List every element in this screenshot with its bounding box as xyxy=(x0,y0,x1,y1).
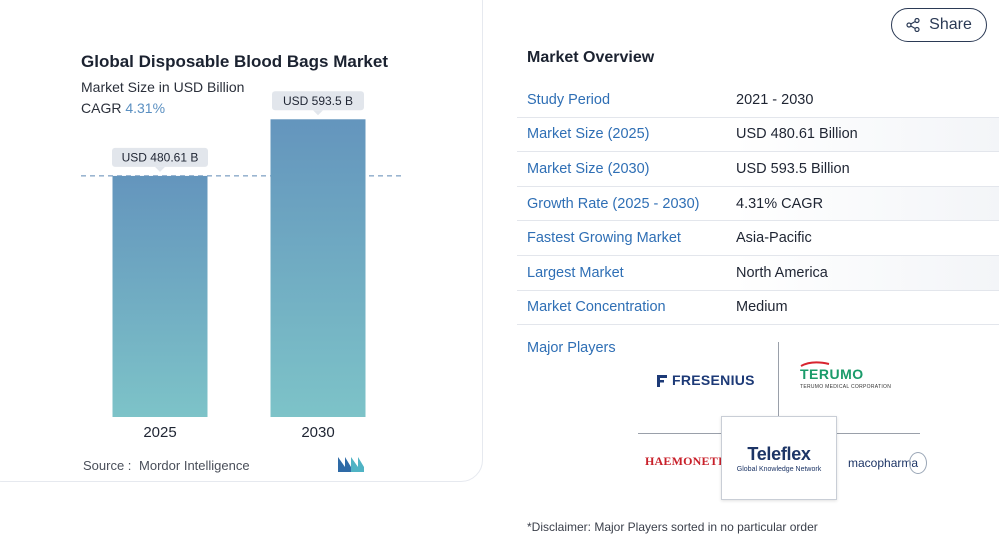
terumo-logo: TERUMO TERUMO MEDICAL CORPORATION xyxy=(800,361,892,390)
macopharma-name: macopharma xyxy=(848,456,919,470)
overview-row: Largest Market North America xyxy=(517,255,999,291)
overview-row-value: North America xyxy=(736,264,828,281)
share-label: Share xyxy=(929,16,972,33)
fresenius-name: FRESENIUS xyxy=(672,372,755,388)
overview-row-label: Market Size (2030) xyxy=(527,160,650,177)
data-label: USD 480.61 B xyxy=(122,150,199,164)
overview-row: Study Period 2021 - 2030 xyxy=(517,83,999,118)
overview-table: Study Period 2021 - 2030 Market Size (2025… xyxy=(517,83,999,326)
overview-row-value: USD 593.5 Billion xyxy=(736,160,850,177)
teleflex-logo: Teleflex Global Knowledge Network xyxy=(721,416,837,500)
terumo-name: TERUMO xyxy=(800,366,864,382)
chart-cagr: CAGR 4.31% xyxy=(81,100,165,116)
data-label-pointer xyxy=(155,166,165,172)
overview-row-label: Fastest Growing Market xyxy=(527,230,681,247)
source-line: Source : Mordor Intelligence xyxy=(83,458,250,473)
overview-row-label: Study Period xyxy=(527,91,611,108)
overview-row-value: USD 480.61 Billion xyxy=(736,126,858,143)
overview-row: Growth Rate (2025 - 2030) 4.31% CAGR xyxy=(517,186,999,222)
data-label-pointer xyxy=(313,110,323,116)
data-label-box xyxy=(272,91,364,111)
overview-row-label: Growth Rate (2025 - 2030) xyxy=(527,195,700,212)
overview-title: Market Overview xyxy=(527,49,655,66)
macopharma-logo: macopharma xyxy=(848,452,928,474)
terumo-swoosh-icon xyxy=(800,361,830,367)
mordor-logo-icon xyxy=(338,457,364,472)
bar xyxy=(112,175,208,417)
fresenius-logo: FRESENIUS xyxy=(657,372,755,388)
overview-row: Market Size (2030) USD 593.5 Billion xyxy=(517,152,999,187)
teleflex-name: Teleflex xyxy=(747,443,811,464)
overview-row-label: Market Concentration xyxy=(527,299,666,316)
source-name: Mordor Intelligence xyxy=(139,458,250,473)
major-players-label: Major Players xyxy=(527,340,616,356)
overview-row-value: 2021 - 2030 xyxy=(736,91,814,108)
chart-subtitle: Market Size in USD Billion xyxy=(81,79,245,95)
x-tick-label: 2030 xyxy=(301,424,334,441)
overview-row: Fastest Growing Market Asia-Pacific xyxy=(517,221,999,256)
grid-divider xyxy=(778,342,779,416)
macopharma-ring-icon xyxy=(909,452,928,474)
haemonetics-logo: HAEMONETICS' xyxy=(645,454,742,469)
x-tick-label: 2025 xyxy=(143,424,176,441)
cagr-value: 4.31% xyxy=(125,100,166,116)
share-button[interactable]: Share xyxy=(891,8,987,42)
chart-card xyxy=(0,0,483,482)
overview-row-value: 4.31% CAGR xyxy=(736,195,824,212)
bar-chart: USD 480.61 B 2025 USD 593.5 B 2030 xyxy=(81,91,401,441)
terumo-subtitle: TERUMO MEDICAL CORPORATION xyxy=(800,384,892,390)
data-label: USD 593.5 B xyxy=(283,94,353,108)
cagr-label: CAGR xyxy=(81,100,122,116)
share-icon xyxy=(906,18,920,32)
haemonetics-name: HAEMONETICS' xyxy=(645,454,743,468)
disclaimer: *Disclaimer: Major Players sorted in no … xyxy=(527,520,818,534)
overview-row: Market Concentration Medium xyxy=(517,291,999,326)
overview-row-value: Medium xyxy=(736,299,788,316)
fresenius-mark-icon xyxy=(657,374,667,387)
overview-row-label: Market Size (2025) xyxy=(527,126,650,143)
overview-row-value: Asia-Pacific xyxy=(736,230,812,247)
bar xyxy=(270,119,366,418)
overview-row: Market Size (2025) USD 480.61 Billion xyxy=(517,117,999,153)
teleflex-subtitle: Global Knowledge Network xyxy=(736,465,822,473)
source-label: Source : xyxy=(83,458,132,473)
chart-title: Global Disposable Blood Bags Market xyxy=(81,52,389,71)
overview-row-label: Largest Market xyxy=(527,264,624,281)
data-label-box xyxy=(112,147,208,167)
